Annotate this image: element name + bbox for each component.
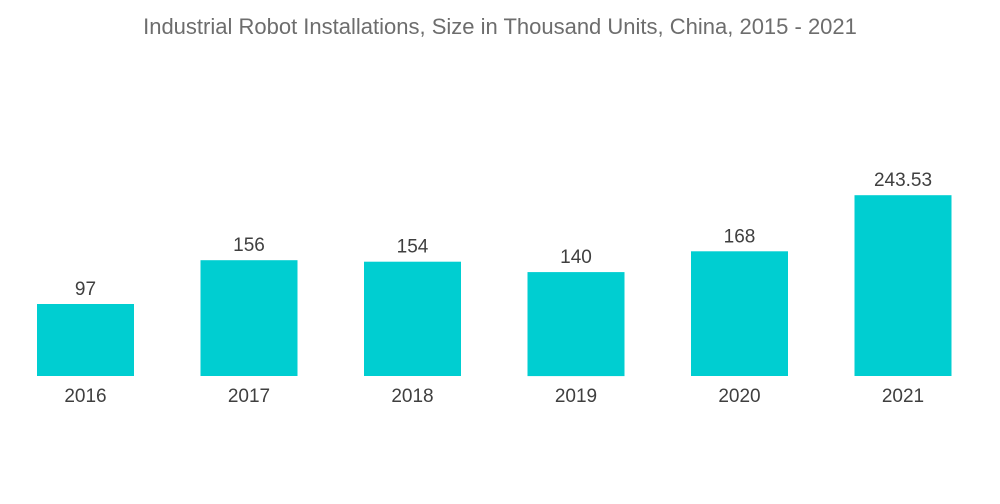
x-tick-labels-group: 2016 2017 2018 2019 2020 2021 [64, 386, 924, 407]
bar-2016 [37, 304, 134, 376]
x-tick-label-2016: 2016 [64, 386, 106, 407]
value-label-2019: 140 [560, 247, 592, 268]
bar-2018 [364, 261, 461, 376]
x-tick-label-2018: 2018 [391, 386, 433, 407]
value-label-2016: 97 [75, 279, 96, 300]
x-tick-label-2019: 2019 [555, 386, 597, 407]
value-label-2018: 154 [397, 237, 429, 258]
x-tick-label-2020: 2020 [718, 386, 760, 407]
bar-2021 [854, 195, 952, 376]
value-label-2017: 156 [233, 235, 265, 256]
value-label-2021: 243.53 [874, 170, 932, 191]
x-tick-label-2017: 2017 [228, 386, 270, 407]
chart-title: Industrial Robot Installations, Size in … [143, 14, 857, 39]
bars-group [37, 195, 952, 377]
value-labels-group: 97 156 154 140 168 243.53 [75, 170, 932, 300]
bar-2020 [691, 251, 788, 376]
x-tick-label-2021: 2021 [882, 386, 924, 407]
bar-2017 [200, 260, 298, 376]
bar-2019 [527, 272, 625, 377]
value-label-2020: 168 [724, 226, 756, 247]
